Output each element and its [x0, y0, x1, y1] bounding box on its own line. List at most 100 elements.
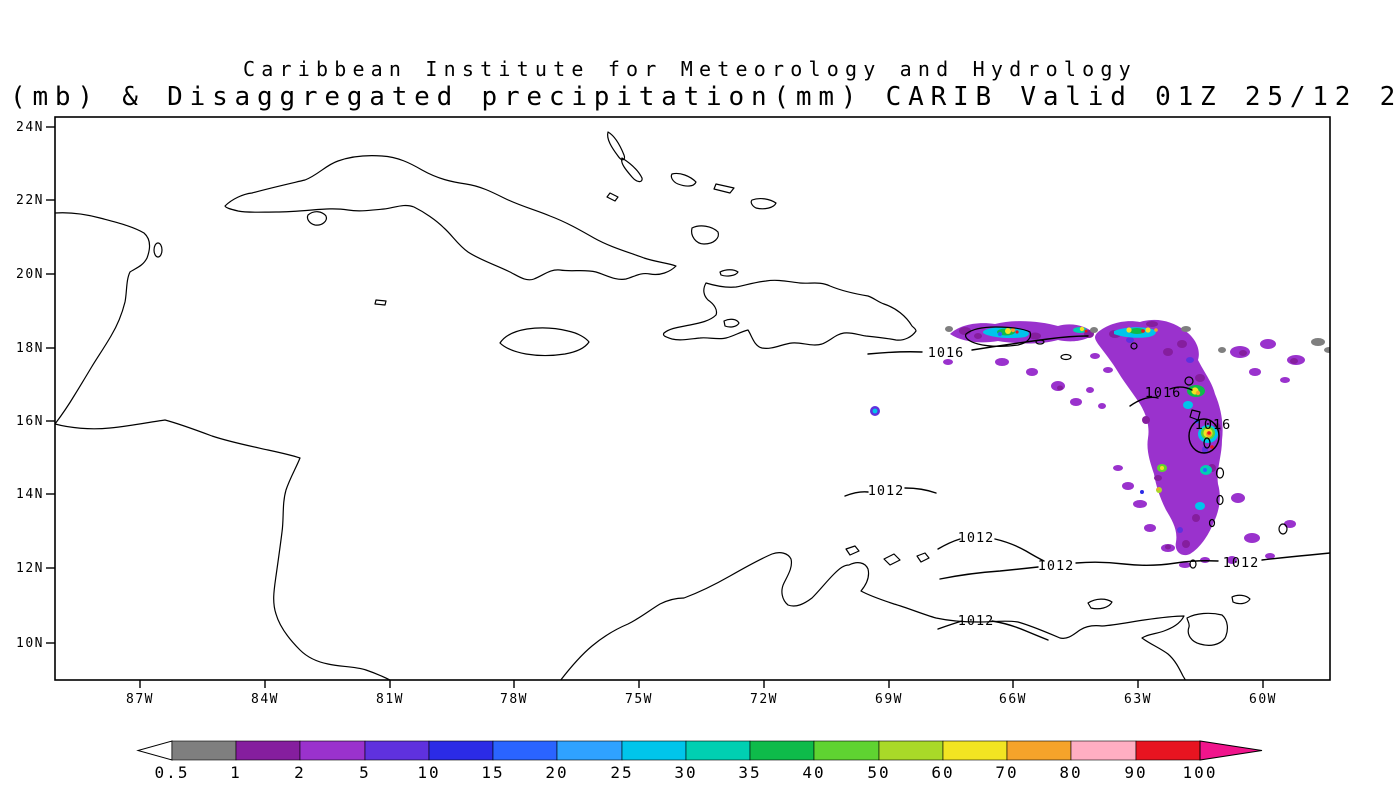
- precip-blob: [1140, 490, 1144, 494]
- coastline-barbados: [1278, 523, 1288, 535]
- coastline-bahamas-island: [621, 157, 643, 183]
- precip-blob: [1103, 367, 1113, 373]
- colorbar-box: [749, 740, 815, 761]
- isobar-1016-line: [1169, 386, 1193, 391]
- isobar-label: 1016: [1195, 417, 1232, 433]
- precip-blob: [1113, 465, 1123, 471]
- precip-blob: [995, 358, 1009, 366]
- coastline-gonave: [723, 318, 740, 328]
- x-tick-label: 87W: [126, 692, 154, 707]
- colorbar-value: 5: [359, 763, 371, 782]
- coastline-yucatan-central-america: [55, 212, 392, 680]
- coastline-bahamas-island: [607, 131, 626, 161]
- precip-blob: [1029, 332, 1041, 340]
- precip-blob: [1260, 339, 1276, 349]
- precip-core: [1203, 468, 1207, 472]
- precip-blob: [1249, 368, 1261, 376]
- isobar-label: 1012: [958, 613, 995, 629]
- coastline-st-vincent: [1208, 518, 1216, 528]
- coastline-tobago: [1231, 594, 1251, 605]
- coastline-hispaniola: [662, 279, 917, 349]
- colorbar-value: 90: [1124, 763, 1147, 782]
- coastline-martinique: [1215, 467, 1225, 479]
- precip-core: [1207, 431, 1211, 435]
- precip-blob: [1195, 374, 1205, 382]
- x-tick-label: 69W: [875, 692, 903, 707]
- isobar-1012-line: [904, 487, 937, 494]
- precip-blob: [1231, 493, 1245, 503]
- precip-core: [1210, 445, 1214, 449]
- precip-blob: [1165, 544, 1171, 550]
- precip-core: [1145, 327, 1151, 333]
- colorbar-value: 1: [230, 763, 242, 782]
- y-tick-label: 18N: [16, 341, 44, 356]
- x-tick-label: 81W: [376, 692, 404, 707]
- precip-core: [1160, 466, 1164, 470]
- coastline-jamaica: [499, 327, 590, 357]
- isobar-label: 1012: [958, 530, 995, 546]
- coastline-curacao: [883, 553, 901, 566]
- precip-blob: [1182, 540, 1190, 548]
- precip-blob: [1142, 416, 1150, 424]
- precip-blob: [1090, 353, 1100, 359]
- coastline-cayman: [374, 299, 387, 306]
- precip-blob: [1177, 340, 1187, 348]
- precip-core: [1126, 327, 1132, 333]
- precip-blob: [1070, 398, 1082, 406]
- x-tick-label: 60W: [1249, 692, 1277, 707]
- coastline-great-inagua: [691, 225, 719, 245]
- precip-layer: [870, 319, 1330, 568]
- precip-blob: [1200, 557, 1210, 563]
- colorbar-box: [1135, 740, 1201, 761]
- precip-blob: [1290, 358, 1298, 364]
- precip-blob: [1280, 377, 1290, 383]
- precip-core: [1183, 401, 1193, 409]
- colorbar-underflow-arrow: [136, 740, 173, 761]
- colorbar-overflow-arrow: [1199, 740, 1263, 761]
- coastline-layer: [55, 131, 1288, 680]
- isobar-1012-line: [937, 620, 963, 630]
- precip-core: [1005, 328, 1011, 334]
- colorbar-value: 2: [294, 763, 306, 782]
- coastline-bahamas-island: [713, 183, 735, 194]
- y-tick-label: 20N: [16, 267, 44, 282]
- precip-core: [1015, 330, 1019, 334]
- colorbar-box: [942, 740, 1008, 761]
- colorbar-value: 10: [417, 763, 440, 782]
- precip-blob: [1026, 368, 1038, 376]
- colorbar-box: [492, 740, 558, 761]
- colorbar-value: 35: [738, 763, 761, 782]
- precip-blob: [1098, 403, 1106, 409]
- colorbar-value: 70: [995, 763, 1018, 782]
- coastline-bonaire: [916, 552, 930, 563]
- y-tick-label: 16N: [16, 414, 44, 429]
- isobar-1016-line: [867, 351, 923, 355]
- isobar-1012-line: [937, 538, 961, 550]
- coastline-st-martin: [1130, 342, 1138, 350]
- precip-blob: [1133, 500, 1147, 508]
- precip-blob: [943, 359, 953, 365]
- y-tick-label: 22N: [16, 193, 44, 208]
- map-frame: [54, 116, 1331, 681]
- coastline-caicos: [750, 197, 777, 210]
- colorbar-box: [1070, 740, 1137, 761]
- isobar-labels: 1016 1016 1016 1012 1012 1012 1012 1012: [868, 345, 1259, 629]
- precip-blob: [1284, 520, 1296, 528]
- precip-core: [872, 408, 878, 414]
- x-axis-labels: 87W 84W 81W 78W 75W 72W 69W 66W 63W 60W: [126, 692, 1277, 707]
- y-tick-label: 12N: [16, 561, 44, 576]
- isobar-1016-line: [1129, 396, 1159, 407]
- precip-band-antilles: [1095, 319, 1223, 556]
- precip-blob: [1177, 527, 1183, 533]
- colorbar: 0.5 1 2 5 10 15 20 25 30 35 40 50 60 70 …: [136, 740, 1263, 782]
- isobar-layer: [844, 335, 1330, 641]
- precip-blob: [1239, 350, 1247, 356]
- y-tick-label: 14N: [16, 487, 44, 502]
- coastline-isla-juventud: [306, 211, 327, 226]
- precip-core: [1195, 390, 1201, 396]
- precip-blob: [1146, 321, 1158, 327]
- isobar-label: 1012: [1038, 558, 1075, 574]
- isobar-1012-line: [1075, 560, 1219, 566]
- x-tick-label: 78W: [500, 692, 528, 707]
